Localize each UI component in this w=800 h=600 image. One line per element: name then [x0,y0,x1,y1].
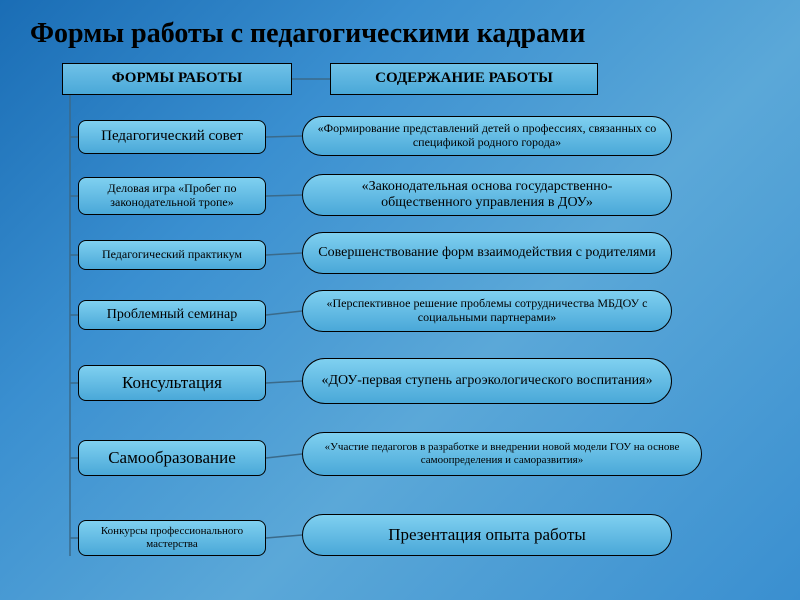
form-box-1: Деловая игра «Пробег по законодательной … [78,177,266,215]
form-box-2: Педагогический практикум [78,240,266,270]
page-title: Формы работы с педагогическими кадрами [30,18,585,50]
form-box-5: Самообразование [78,440,266,476]
form-box-6: Конкурсы профессионального мастерства [78,520,266,556]
form-box-3: Проблемный семинар [78,300,266,330]
content-pill-4: «ДОУ-первая ступень агроэкологического в… [302,358,672,404]
header-content: СОДЕРЖАНИЕ РАБОТЫ [330,63,598,95]
content-pill-2: Совершенствование форм взаимодействия с … [302,232,672,274]
content-pill-0: «Формирование представлений детей о проф… [302,116,672,156]
form-box-0: Педагогический совет [78,120,266,154]
content-pill-1: «Законодательная основа государственно-о… [302,174,672,216]
content-pill-6: Презентация опыта работы [302,514,672,556]
form-box-4: Консультация [78,365,266,401]
content-pill-3: «Перспективное решение проблемы сотрудни… [302,290,672,332]
header-forms: ФОРМЫ РАБОТЫ [62,63,292,95]
content-pill-5: «Участие педагогов в разработке и внедре… [302,432,702,476]
